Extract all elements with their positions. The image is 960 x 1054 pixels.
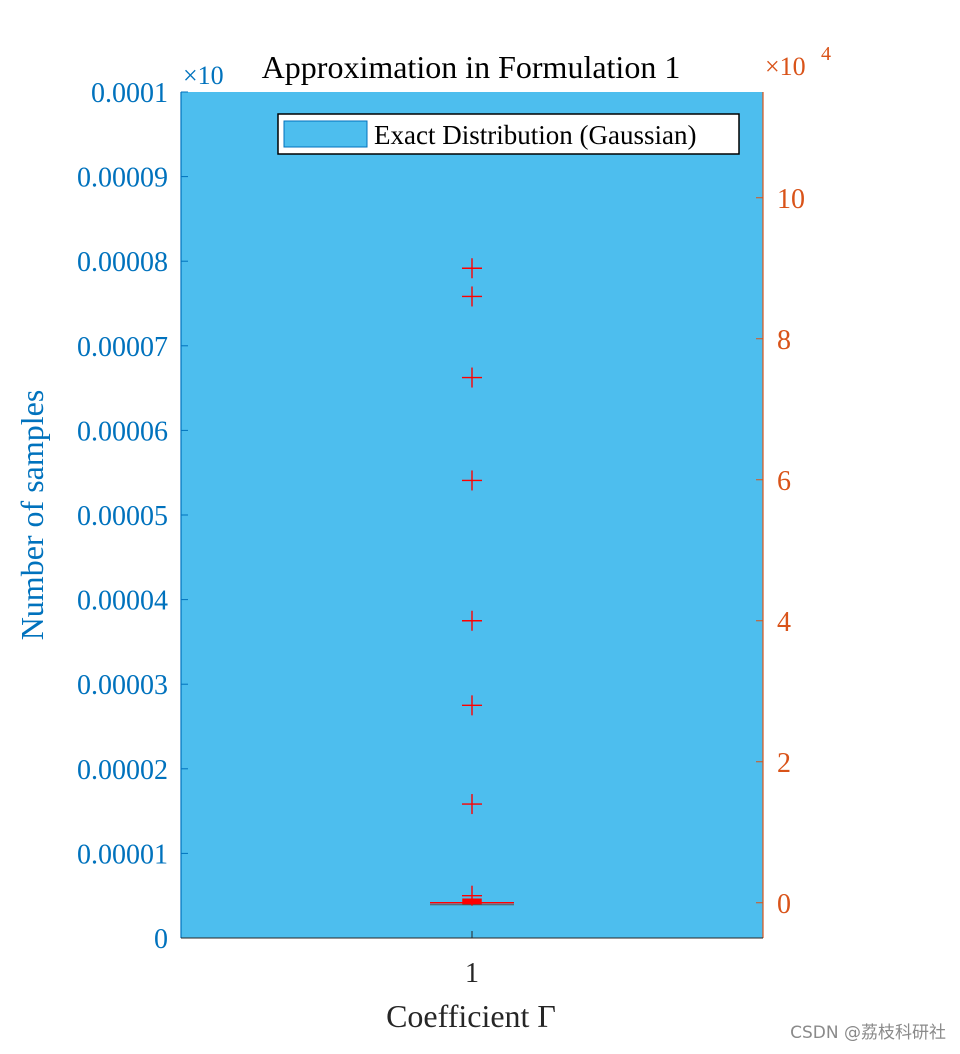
- x-axis: 1: [181, 931, 763, 989]
- left-y-axis: 0 0.00001 0.00002 0.00003 0.00004 0.00005 0.00…: [77, 78, 188, 955]
- boxplot-outlier: [462, 286, 482, 307]
- legend-swatch: [283, 120, 368, 148]
- right-axis-tick-label: 6: [777, 466, 791, 497]
- boxplot-outlier: [462, 470, 482, 491]
- boxplot-outlier: [462, 367, 482, 388]
- right-axis-tick-label: 8: [777, 325, 791, 356]
- left-axis-tick-label: 0.00007: [77, 332, 168, 363]
- x-axis-tick-label: 1: [465, 958, 479, 989]
- boxplot-outlier: [462, 885, 482, 906]
- boxplot-series: [430, 258, 514, 906]
- x-axis-label: Coefficient Γ: [386, 998, 556, 1034]
- right-axis-exponent-power: 4: [821, 43, 831, 65]
- right-axis-tick-label: 0: [777, 889, 791, 920]
- right-axis-exponent-base: ×10: [765, 52, 806, 81]
- boxplot-outlier: [462, 258, 482, 279]
- right-y-axis: 0 2 4 6 8 10: [756, 92, 805, 938]
- left-axis-tick-label: 0.00002: [77, 755, 168, 786]
- left-axis-tick-label: 0.00006: [77, 416, 168, 447]
- left-axis-tick-label: 0.0001: [91, 78, 168, 109]
- chart-title: Approximation in Formulation 1: [262, 49, 681, 85]
- right-axis-tick-label: 4: [777, 607, 791, 638]
- left-y-axis-label: Number of samples: [14, 390, 50, 641]
- boxplot-outlier: [462, 695, 482, 716]
- left-axis-exponent: ×10: [183, 61, 224, 90]
- legend: Exact Distribution (Gaussian): [277, 113, 740, 155]
- boxplot-outlier: [462, 610, 482, 631]
- left-axis-tick-label: 0.00005: [77, 501, 168, 532]
- left-axis-tick-label: 0.00008: [77, 247, 168, 278]
- left-axis-tick-label: 0.00001: [77, 839, 168, 870]
- right-axis-tick-label: 10: [777, 184, 805, 215]
- left-axis-tick-label: 0.00003: [77, 670, 168, 701]
- watermark: CSDN @荔枝科研社: [790, 1023, 946, 1043]
- legend-label: Exact Distribution (Gaussian): [374, 120, 696, 150]
- left-axis-tick-label: 0: [154, 924, 168, 955]
- right-axis-tick-label: 2: [777, 748, 791, 779]
- left-axis-tick-label: 0.00009: [77, 163, 168, 194]
- left-axis-tick-label: 0.00004: [77, 586, 168, 617]
- boxplot-outlier: [462, 794, 482, 815]
